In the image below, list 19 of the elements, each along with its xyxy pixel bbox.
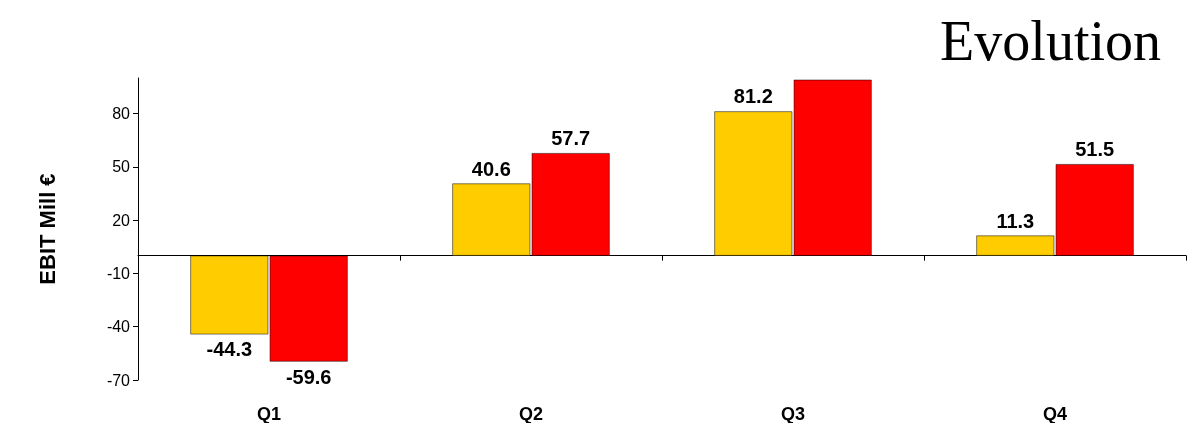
chart-title: Evolution	[940, 10, 1162, 72]
data-label: 40.6	[471, 157, 511, 180]
x-tick-label: Q4	[1042, 404, 1068, 424]
data-label: -44.3	[206, 338, 253, 361]
y-tick-label: 20	[112, 211, 131, 229]
y-tick-label: -40	[106, 318, 131, 336]
y-tick-label: 50	[112, 158, 131, 176]
x-tick-label: Q3	[780, 404, 806, 424]
data-label: 57.7	[551, 127, 591, 150]
y-tick-label: 80	[112, 105, 131, 123]
y-tick-label: -70	[106, 371, 131, 389]
y-axis-title: EBIT Mill €	[34, 173, 60, 285]
data-label: 11.3	[996, 209, 1035, 232]
x-tick-label: Q1	[256, 404, 282, 424]
data-label: 81.2	[733, 85, 773, 108]
y-tick-label: -10	[106, 264, 131, 282]
data-label: 51.5	[1075, 138, 1115, 161]
data-label: -59.6	[285, 365, 332, 388]
x-tick-label: Q2	[518, 404, 544, 424]
